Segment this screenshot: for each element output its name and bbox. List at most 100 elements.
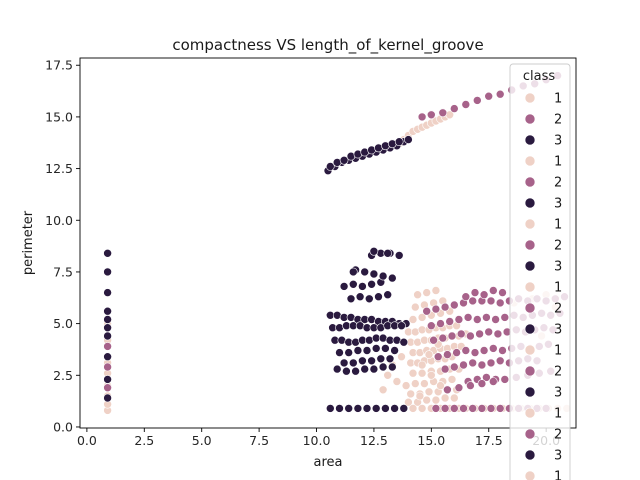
legend-entry: 2 xyxy=(524,239,562,254)
point-class-3 xyxy=(339,358,349,368)
point-class-1 xyxy=(410,379,420,388)
point-class-2 xyxy=(488,377,498,386)
point-class-3 xyxy=(364,294,374,304)
point-class-3 xyxy=(378,362,388,372)
point-class-1 xyxy=(406,389,416,399)
point-class-3 xyxy=(353,346,363,355)
point-class-1 xyxy=(413,290,422,300)
point-class-3 xyxy=(399,337,409,347)
legend-entry: 2 xyxy=(524,428,562,443)
legend-entry: 1 xyxy=(524,470,562,480)
point-class-2 xyxy=(445,317,455,326)
point-class-3 xyxy=(383,249,393,258)
legend-marker xyxy=(524,428,536,440)
legend-entry: 3 xyxy=(524,323,562,338)
legend-entries: 1 2 3 1 2 3 1 2 3 1 2 3 1 2 3 1 2 3 1 xyxy=(524,92,562,480)
point-class-2 xyxy=(484,327,494,337)
point-class-2 xyxy=(468,404,478,413)
point-class-3 xyxy=(358,356,367,366)
legend-label: 1 xyxy=(554,218,562,233)
point-class-2 xyxy=(498,346,507,355)
point-class-2 xyxy=(426,110,436,120)
legend-entry: 1 xyxy=(524,218,562,233)
legend: class 1 2 3 1 2 3 1 2 3 1 2 3 1 2 3 1 2 3 1 xyxy=(509,63,571,480)
point-class-3 xyxy=(371,344,381,353)
point-class-2 xyxy=(431,304,441,314)
point-class-2 xyxy=(495,298,505,308)
point-class-2 xyxy=(438,108,448,118)
point-class-2 xyxy=(438,333,448,343)
point-class-2 xyxy=(495,404,505,413)
point-class-2 xyxy=(482,313,491,322)
point-class-1 xyxy=(401,381,411,390)
y-tick-label: 2.5 xyxy=(53,368,73,383)
point-class-3 xyxy=(362,404,372,413)
point-class-1 xyxy=(431,286,441,295)
point-class-2 xyxy=(468,296,478,306)
point-class-2 xyxy=(482,373,491,382)
point-class-1 xyxy=(417,404,427,413)
point-class-2 xyxy=(500,313,510,322)
point-class-2 xyxy=(459,404,468,413)
point-class-3 xyxy=(371,404,381,413)
point-class-2 xyxy=(493,329,503,339)
point-class-2 xyxy=(422,306,432,316)
point-class-2 xyxy=(443,385,452,395)
point-class-2 xyxy=(456,329,466,339)
point-class-3 xyxy=(348,267,358,277)
point-class-2 xyxy=(452,348,461,357)
point-class-2 xyxy=(103,362,112,372)
legend-entry: 2 xyxy=(524,302,562,317)
x-tick-label: 5.0 xyxy=(192,433,212,448)
point-class-3 xyxy=(332,364,342,374)
point-class-2 xyxy=(488,286,498,295)
y-tick-label: 5.0 xyxy=(53,316,73,331)
legend-entry: 2 xyxy=(524,365,562,380)
legend-entry: 1 xyxy=(524,281,562,296)
point-class-1 xyxy=(404,397,413,407)
point-class-1 xyxy=(378,385,388,395)
point-class-2 xyxy=(495,356,505,366)
point-class-3 xyxy=(394,251,404,260)
point-class-3 xyxy=(353,404,363,413)
point-class-3 xyxy=(394,137,404,146)
point-class-3 xyxy=(358,282,367,291)
legend-label: 3 xyxy=(554,323,562,338)
plot-frame xyxy=(79,57,577,429)
point-class-3 xyxy=(103,267,112,277)
point-class-2 xyxy=(472,315,482,324)
legend-marker xyxy=(524,197,536,209)
point-class-3 xyxy=(348,279,358,289)
legend-marker xyxy=(524,449,536,461)
point-class-1 xyxy=(408,368,418,378)
legend-entry: 1 xyxy=(524,92,562,107)
point-class-3 xyxy=(339,156,349,165)
point-class-3 xyxy=(344,404,354,413)
point-class-2 xyxy=(431,404,441,413)
legend-entry: 3 xyxy=(524,197,562,212)
legend-entry: 2 xyxy=(524,113,562,128)
y-tick-label: 12.5 xyxy=(45,161,73,176)
point-class-3 xyxy=(355,292,365,302)
point-class-1 xyxy=(420,379,429,388)
point-class-2 xyxy=(486,296,496,306)
legend-marker xyxy=(524,470,536,480)
y-tick-label: 17.5 xyxy=(45,58,73,73)
point-class-2 xyxy=(449,104,459,113)
legend-label: 3 xyxy=(554,449,562,464)
point-class-1 xyxy=(422,395,432,405)
y-axis-label: perimeter xyxy=(21,210,36,275)
point-class-2 xyxy=(479,290,489,300)
point-class-3 xyxy=(362,346,372,355)
point-class-2 xyxy=(466,381,475,390)
point-class-2 xyxy=(103,383,112,393)
point-class-2 xyxy=(477,379,487,388)
point-class-2 xyxy=(417,112,427,122)
legend-marker xyxy=(524,239,536,251)
point-class-2 xyxy=(488,344,498,353)
point-class-3 xyxy=(360,364,370,374)
y-tick-label: 7.5 xyxy=(53,264,73,279)
point-class-3 xyxy=(342,366,351,376)
legend-entry: 3 xyxy=(524,386,562,401)
legend-label: 3 xyxy=(554,260,562,275)
